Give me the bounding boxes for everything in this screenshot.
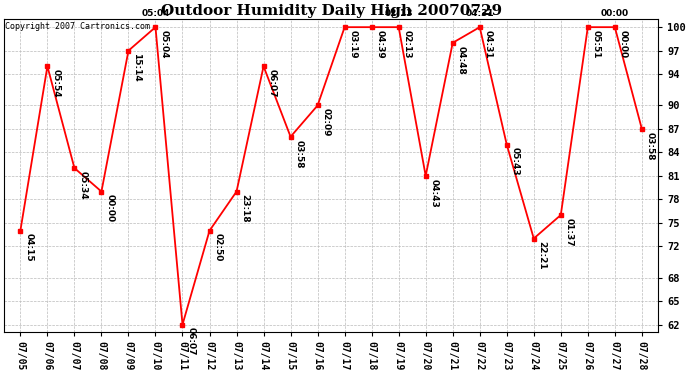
Text: Copyright 2007 Cartronics.com: Copyright 2007 Cartronics.com — [6, 22, 150, 32]
Text: 04:43: 04:43 — [429, 178, 439, 207]
Title: Outdoor Humidity Daily High 20070729: Outdoor Humidity Daily High 20070729 — [161, 4, 502, 18]
Text: 06:07: 06:07 — [268, 69, 277, 98]
Text: 04:31: 04:31 — [484, 30, 493, 58]
Text: 15:14: 15:14 — [132, 53, 141, 82]
Text: 02:09: 02:09 — [322, 108, 331, 137]
Text: 04:31: 04:31 — [466, 9, 494, 18]
Text: 05:54: 05:54 — [51, 69, 60, 98]
Text: 04:39: 04:39 — [375, 30, 384, 59]
Text: 02:13: 02:13 — [402, 30, 411, 58]
Text: 00:00: 00:00 — [601, 9, 629, 18]
Text: 05:34: 05:34 — [78, 171, 87, 200]
Text: 05:04: 05:04 — [141, 9, 170, 18]
Text: 22:21: 22:21 — [538, 241, 546, 270]
Text: 03:19: 03:19 — [348, 30, 357, 58]
Text: 05:43: 05:43 — [511, 147, 520, 176]
Text: 04:48: 04:48 — [457, 46, 466, 74]
Text: 04:15: 04:15 — [24, 234, 33, 262]
Text: 05:51: 05:51 — [591, 30, 600, 58]
Text: 02:50: 02:50 — [213, 234, 222, 262]
Text: 03:58: 03:58 — [295, 140, 304, 168]
Text: 01:37: 01:37 — [564, 218, 573, 246]
Text: 06:07: 06:07 — [186, 327, 195, 356]
Text: 23:18: 23:18 — [240, 194, 249, 223]
Text: 02:13: 02:13 — [384, 9, 413, 18]
Text: 00:00: 00:00 — [619, 30, 628, 58]
Text: 05:04: 05:04 — [159, 30, 168, 58]
Text: 03:58: 03:58 — [646, 132, 655, 160]
Text: 00:00: 00:00 — [106, 194, 115, 222]
